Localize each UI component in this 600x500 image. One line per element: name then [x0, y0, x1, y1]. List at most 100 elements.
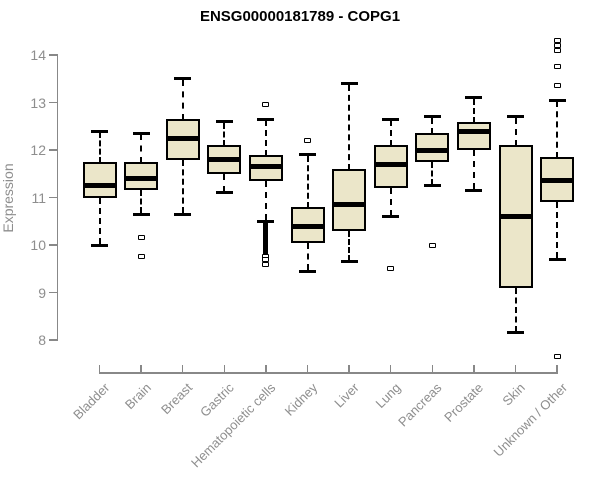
upper-whisker [181, 79, 184, 121]
x-axis-tick [98, 365, 101, 374]
x-axis-line [98, 372, 559, 374]
upper-whisker-cap [507, 115, 524, 119]
y-tick-label: 12 [30, 142, 46, 158]
iqr-box [456, 121, 491, 150]
iqr-box [124, 161, 159, 191]
median-line [292, 223, 323, 229]
upper-whisker-cap [382, 117, 400, 121]
x-category-label: Prostate [441, 380, 487, 425]
outlier-point [387, 266, 395, 272]
y-axis-tick [49, 196, 58, 199]
chart-title: ENSG00000181789 - COPG1 [199, 8, 401, 25]
x-axis-tick [265, 365, 267, 374]
outlier-point [553, 38, 561, 44]
upper-whisker [556, 101, 559, 159]
median-line [542, 178, 573, 184]
x-axis-tick [223, 365, 226, 374]
upper-whisker [306, 155, 309, 208]
iqr-box [207, 145, 242, 174]
upper-whisker [514, 117, 517, 147]
x-category-label: Unknown / Other [490, 380, 570, 460]
x-axis-tick [514, 365, 517, 374]
outlier-point [262, 261, 270, 267]
upper-whisker [472, 98, 475, 123]
iqr-box [415, 133, 450, 162]
iqr-box [373, 145, 408, 188]
outlier-point [262, 256, 270, 262]
median-line [209, 157, 240, 162]
median-line [126, 176, 157, 181]
x-axis-tick [556, 365, 558, 374]
y-axis-tick [49, 244, 58, 246]
x-category-label: Gastric [197, 380, 237, 420]
lower-whisker-cap [132, 212, 150, 216]
y-tick-label: 10 [30, 237, 46, 253]
outlier-point [137, 254, 145, 260]
upper-whisker-cap [340, 82, 358, 85]
outlier-point [304, 138, 311, 143]
median-line [334, 202, 365, 208]
y-tick-label: 11 [31, 189, 46, 206]
upper-whisker-cap [257, 117, 275, 121]
lower-whisker-cap [257, 219, 275, 223]
upper-whisker-cap [132, 131, 150, 135]
y-axis-tick [49, 149, 58, 151]
outlier-point [553, 83, 561, 89]
upper-whisker-cap [299, 153, 316, 157]
upper-whisker-cap [174, 77, 192, 81]
iqr-box [540, 157, 575, 203]
x-axis-tick [306, 365, 309, 374]
x-category-label: Skin [499, 380, 529, 409]
upper-whisker-cap [91, 129, 108, 133]
median-line [84, 183, 115, 189]
lower-whisker [348, 230, 351, 261]
upper-whisker [431, 117, 434, 135]
iqr-box [498, 145, 533, 288]
iqr-box [332, 169, 367, 231]
upper-whisker [223, 122, 226, 147]
upper-whisker [264, 120, 267, 156]
x-category-label: Kidney [281, 380, 321, 419]
y-axis-label: Expression [0, 163, 16, 233]
y-tick-label: 8 [38, 332, 46, 348]
lower-whisker [140, 190, 143, 214]
median-line [458, 128, 489, 134]
outlier-point [553, 64, 561, 70]
outlier-point [553, 43, 561, 48]
upper-whisker [348, 84, 351, 170]
lower-whisker-cap [174, 212, 192, 216]
iqr-box [82, 161, 117, 198]
y-tick-label: 9 [38, 284, 46, 301]
outlier-point [262, 102, 270, 108]
median-line [500, 214, 531, 219]
median-line [167, 135, 198, 141]
lower-whisker [98, 197, 101, 244]
lower-whisker-cap [382, 215, 400, 218]
lower-whisker [556, 202, 559, 259]
outlier-point [428, 242, 436, 248]
x-category-label: Pancreas [395, 380, 445, 430]
lower-whisker [223, 173, 226, 192]
x-axis-tick [389, 365, 392, 374]
iqr-box [248, 154, 283, 181]
lower-whisker-cap [91, 243, 108, 247]
lower-whisker [264, 180, 267, 221]
median-line [250, 164, 281, 170]
upper-whisker [98, 132, 101, 163]
lower-whisker-cap [423, 184, 441, 188]
upper-whisker [389, 120, 392, 147]
x-category-label: Bladder [69, 380, 113, 423]
lower-whisker [514, 287, 517, 332]
iqr-box [165, 119, 200, 160]
upper-whisker-cap [423, 115, 441, 119]
lower-whisker-cap [507, 331, 524, 335]
outlier-point [553, 354, 561, 360]
x-axis-tick [431, 365, 434, 374]
x-axis-tick [348, 365, 350, 374]
upper-whisker-cap [465, 96, 483, 100]
lower-whisker-cap [340, 260, 358, 264]
x-category-label: Breast [158, 380, 196, 418]
lower-whisker [431, 161, 434, 185]
lower-whisker [181, 159, 184, 214]
